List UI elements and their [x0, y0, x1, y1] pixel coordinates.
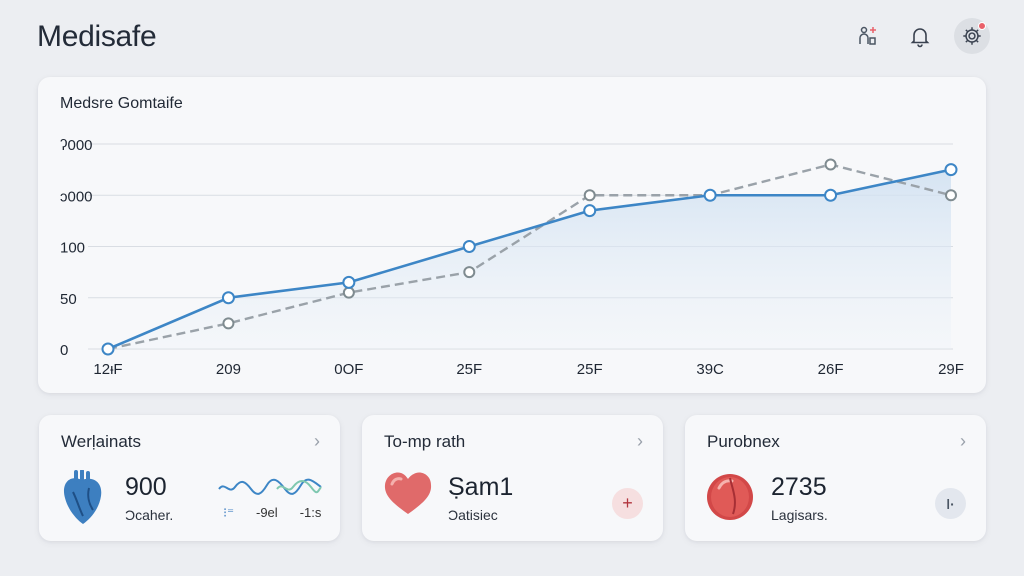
data-point-secondary	[945, 189, 957, 202]
card-title: Purobnex	[707, 432, 780, 451]
data-point-secondary	[222, 317, 235, 330]
chevron-right-icon[interactable]: ›	[960, 431, 966, 451]
data-point-primary	[342, 275, 356, 289]
summary-card-2[interactable]: To-mp rath › Ṣam1 Ɔatisiec +	[362, 415, 663, 541]
notification-dot	[978, 22, 986, 30]
data-point-primary	[101, 342, 115, 356]
data-point-primary	[221, 291, 235, 305]
y-tick-label: 0	[60, 342, 68, 359]
data-point-secondary	[824, 158, 837, 171]
chart-card: Medsre Gomtaife 0 50 100 ↄ000 ʔ000 12ᵻF 209 0OF…	[38, 77, 986, 393]
spark-label: ⁝⁼	[223, 505, 234, 520]
x-tick-label: 25F	[456, 361, 482, 378]
data-point-secondary	[342, 286, 355, 299]
data-point-secondary	[463, 266, 476, 279]
add-button[interactable]: +	[612, 488, 643, 519]
header-actions	[850, 18, 990, 54]
series-area	[108, 169, 951, 349]
card-value: Ṣam1	[448, 473, 514, 501]
app-title: Medisafe	[37, 20, 157, 53]
x-tick-label: 29F	[938, 361, 964, 378]
x-tick-label: 26F	[818, 361, 844, 378]
card-subtitle: Ɔcaher.	[125, 507, 174, 523]
spark-labels: ⁝⁼ -9el -1:s	[223, 505, 321, 521]
organ-icon	[705, 470, 755, 527]
data-point-primary	[944, 163, 958, 177]
card-subtitle: Ɔatisiec	[448, 507, 498, 523]
y-tick-label: 100	[60, 240, 85, 257]
card-value: 2735	[771, 473, 827, 501]
x-tick-label: 39C	[696, 361, 724, 378]
series-line-secondary	[107, 163, 952, 351]
card-title: Werḷainats	[61, 432, 141, 451]
spark-label: -1:s	[299, 505, 322, 520]
summary-card-3[interactable]: Purobnex › 2735 Lagisars. ǀ·	[685, 415, 986, 541]
heart-icon	[382, 470, 434, 523]
x-tick-label: 25F	[577, 361, 603, 378]
card-title: To-mp rath	[384, 432, 466, 451]
medication-icon[interactable]	[850, 18, 886, 54]
card-subtitle: Lagisars.	[771, 507, 828, 523]
data-point-primary	[824, 188, 838, 202]
card-value: 900	[125, 473, 167, 501]
bell-icon[interactable]	[902, 18, 938, 54]
y-tick-label: ↄ000	[60, 188, 93, 205]
y-tick-label: ʔ000	[60, 137, 93, 154]
gear-icon[interactable]	[954, 18, 990, 54]
series-line-primary	[107, 168, 952, 351]
data-point-primary	[462, 240, 476, 253]
chart-title: Medsre Gomtaife	[60, 95, 183, 112]
heart-organ-icon	[59, 469, 105, 531]
line-chart: 0 50 100 ↄ000 ʔ000 12ᵻF 209 0OF 25F 25F 39C 26F 29F	[60, 137, 964, 378]
x-tick-label: 209	[216, 361, 241, 378]
spark-label: -9el	[256, 505, 278, 520]
data-point-primary	[703, 188, 717, 202]
x-tick-label: 0OF	[334, 361, 363, 378]
x-tick-label: 12ᵻF	[93, 361, 122, 378]
data-point-primary	[583, 204, 597, 218]
data-point-secondary	[583, 189, 596, 202]
chevron-right-icon[interactable]: ›	[637, 431, 643, 451]
chevron-right-icon[interactable]: ›	[314, 431, 320, 451]
sparkline	[218, 478, 322, 495]
info-button[interactable]: ǀ·	[935, 488, 966, 519]
y-tick-label: 50	[60, 291, 77, 308]
summary-card-1[interactable]: Werḷainats › 900 Ɔcaher. ⁝⁼ -9el -1:s	[39, 415, 340, 541]
